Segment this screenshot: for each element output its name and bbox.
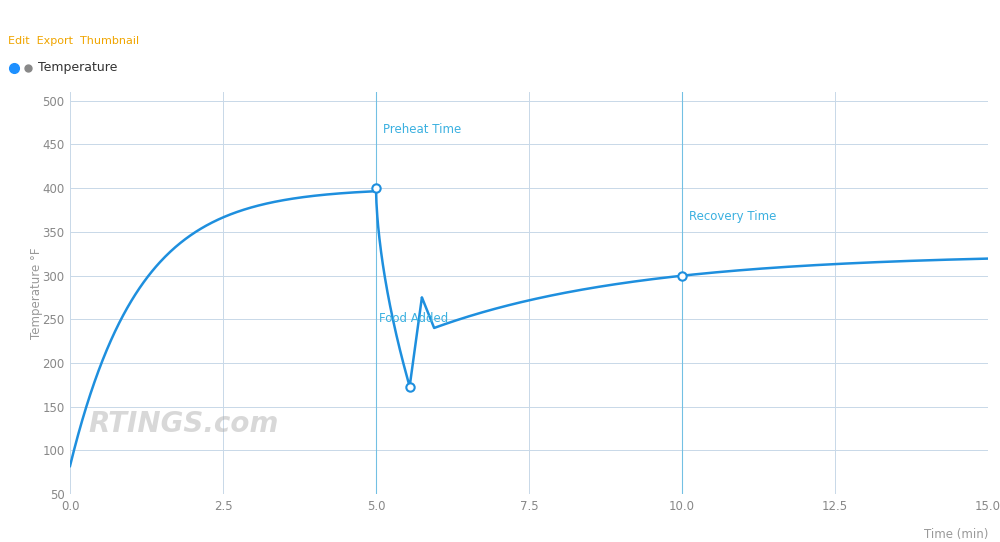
Text: ▾: ▾ [964, 8, 971, 22]
Y-axis label: Temperature °F: Temperature °F [30, 247, 43, 339]
Text: Time (min): Time (min) [924, 528, 988, 541]
Text: RTINGS.com: RTINGS.com [88, 410, 279, 438]
Text: ✕: ✕ [976, 8, 988, 22]
Text: Dash Compact, Motor Upgrade: Dash Compact, Motor Upgrade [12, 8, 238, 23]
Text: Preheat Time: Preheat Time [383, 122, 462, 136]
Text: Recovery Time: Recovery Time [689, 210, 777, 223]
Text: Temperature: Temperature [38, 61, 117, 74]
Text: Food Added: Food Added [379, 312, 448, 325]
Text: Edit  Export  Thumbnail: Edit Export Thumbnail [8, 36, 139, 46]
